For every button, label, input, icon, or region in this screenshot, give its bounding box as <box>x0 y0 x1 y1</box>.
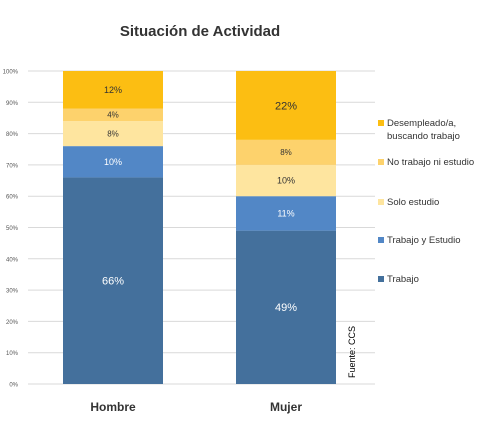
data-label: 4% <box>107 111 119 120</box>
legend-label: Solo estudio <box>387 197 439 208</box>
legend-swatch <box>378 237 384 243</box>
data-label: 10% <box>104 157 122 167</box>
legend-swatch <box>378 199 384 205</box>
bars: 66% 10% 8% 4% 12% 49% 11% 10% 8% 22% <box>63 71 336 384</box>
data-label: 8% <box>280 148 292 157</box>
bar-segment <box>236 164 336 197</box>
bar-segment <box>63 71 163 109</box>
data-label: 8% <box>107 129 119 138</box>
y-tick-label: 70% <box>6 163 19 169</box>
y-tick-label: 60% <box>6 195 19 201</box>
y-tick-label: 10% <box>6 351 19 357</box>
y-tick-label: 30% <box>6 289 19 295</box>
legend-swatch <box>378 276 384 282</box>
legend: Desempleado/a, buscando trabajo No trabajo… <box>378 118 474 285</box>
data-label: 49% <box>275 302 297 314</box>
legend-label: Trabajo y Estudio <box>387 235 461 246</box>
data-label: 22% <box>275 100 297 112</box>
y-tick-label: 20% <box>6 320 19 326</box>
y-tick-label: 100% <box>3 70 19 76</box>
y-tick-label: 40% <box>6 257 19 263</box>
bar-segment <box>236 71 336 140</box>
source-annotation: Fuente: CCS <box>347 326 357 378</box>
y-tick-label: 80% <box>6 132 19 138</box>
bar-segment <box>236 139 336 165</box>
legend-label: Desempleado/a, buscando trabajo <box>387 118 460 142</box>
x-tick-label: Hombre <box>90 400 136 414</box>
legend-swatch <box>378 120 384 126</box>
y-tick-label: 0% <box>9 383 18 389</box>
chart-title: Situación de Actividad <box>120 23 280 40</box>
bar-segment <box>63 177 163 384</box>
y-tick-label: 90% <box>6 101 19 107</box>
x-axis: Hombre Mujer <box>90 400 302 414</box>
bar-segment <box>63 108 163 122</box>
y-tick-label: 50% <box>6 226 19 232</box>
bar-segment <box>236 196 336 231</box>
data-label: 10% <box>277 176 295 186</box>
data-label: 11% <box>277 209 294 219</box>
y-axis: 0% 10% 20% 30% 40% 50% 60% 70% 80% 90% 100% <box>3 70 19 389</box>
x-tick-label: Mujer <box>270 400 302 414</box>
bar-segment <box>63 121 163 147</box>
bar-segment <box>236 230 336 384</box>
data-label: 66% <box>102 276 124 288</box>
data-label: 12% <box>104 85 122 95</box>
legend-label: No trabajo ni estudio <box>387 157 474 168</box>
legend-label: Trabajo <box>387 274 419 285</box>
bar-segment <box>63 146 163 178</box>
legend-swatch <box>378 159 384 165</box>
